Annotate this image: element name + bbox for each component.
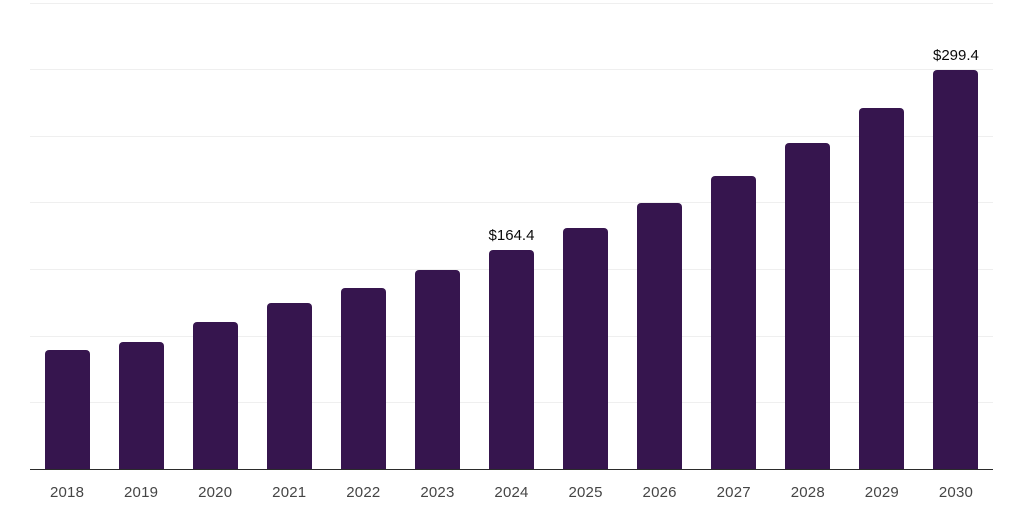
data-label-2024: $164.4 (488, 226, 535, 244)
bar-2024 (489, 249, 534, 469)
bar-2027 (711, 175, 757, 469)
bar-2019 (118, 341, 164, 469)
bar-2026 (637, 203, 683, 469)
bar-2018 (44, 349, 90, 469)
data-label-2030: $299.4 (933, 46, 979, 64)
bar-2020 (192, 321, 238, 469)
x-tick-label-2019: 2019 (124, 484, 159, 501)
bar-2028 (785, 143, 831, 469)
x-tick-label-2023: 2023 (420, 484, 455, 501)
gridline-300 (30, 69, 993, 71)
bar-2021 (266, 302, 312, 469)
bar-2023 (414, 269, 460, 469)
x-tick-label-2027: 2027 (716, 484, 751, 501)
x-tick-label-2022: 2022 (346, 484, 381, 501)
x-tick-label-2028: 2028 (790, 484, 825, 501)
gridline-350 (30, 2, 993, 4)
bar-2022 (340, 287, 386, 469)
gridline-200 (30, 202, 993, 204)
x-tick-label-2021: 2021 (272, 484, 307, 501)
x-tick-label-2029: 2029 (864, 484, 899, 501)
x-tick-label-2030: 2030 (938, 484, 974, 501)
x-tick-label-2026: 2026 (642, 484, 677, 501)
x-tick-label-2024: 2024 (494, 484, 529, 501)
bar-2025 (563, 228, 609, 469)
x-tick-label-2020: 2020 (198, 484, 233, 501)
bar-2030 (933, 69, 979, 469)
x-tick-label-2018: 2018 (49, 484, 85, 501)
bar-2029 (859, 108, 905, 469)
x-axis-line (30, 468, 993, 470)
x-tick-label-2025: 2025 (568, 484, 603, 501)
gridline-250 (30, 135, 993, 137)
